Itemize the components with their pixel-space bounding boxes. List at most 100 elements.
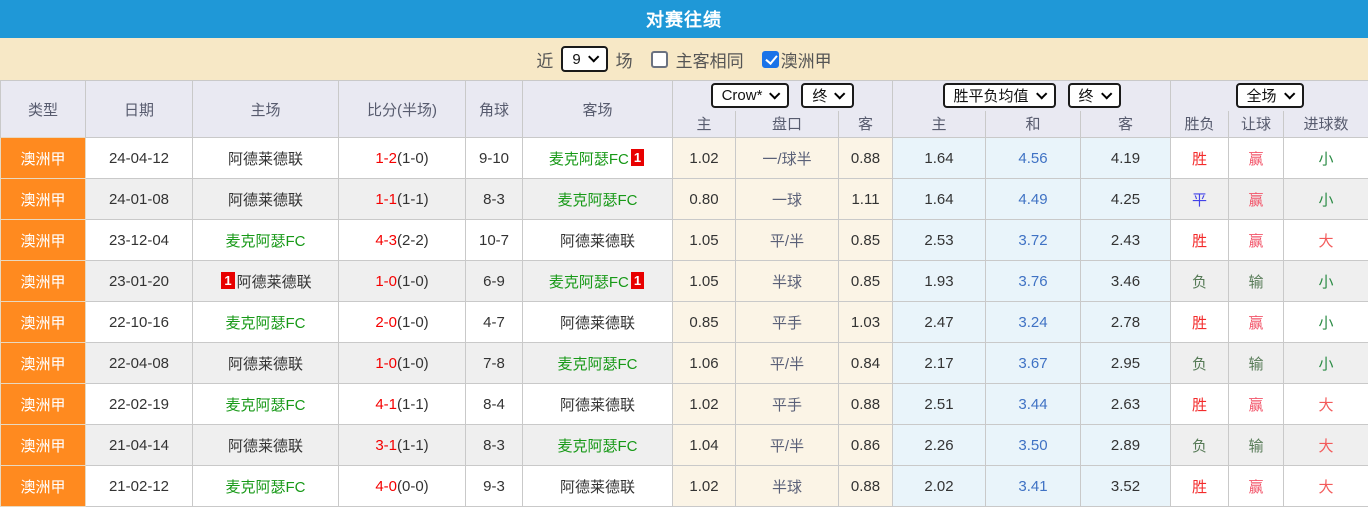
avg-stage-select[interactable]: 终 (1067, 83, 1121, 109)
odds-home-cell: 1.05 (672, 219, 736, 261)
handicap-result-cell: 赢 (1228, 301, 1285, 343)
avg-type-value: 胜平负均值 (953, 88, 1029, 106)
away-team-cell: 阿德莱德联 (522, 219, 673, 261)
score-fulltime: 4-1 (375, 395, 397, 413)
away-team-cell: 麦克阿瑟FC (522, 424, 673, 466)
outcome-cell: 胜 (1170, 137, 1230, 179)
sub-header-goals: 进球数 (1283, 110, 1368, 138)
handicap-result-cell: 赢 (1228, 178, 1285, 220)
home-team-cell: 麦克阿瑟FC (192, 465, 339, 507)
league-cell: 澳洲甲 (0, 219, 86, 261)
date-cell: 22-10-16 (85, 301, 193, 343)
score-fulltime: 3-1 (375, 436, 397, 454)
chevron-down-icon (834, 87, 846, 100)
away-team-cell: 麦克阿瑟FC 1 (522, 260, 673, 302)
handicap-result-cell: 输 (1228, 260, 1285, 302)
league-cell: 澳洲甲 (0, 137, 86, 179)
outcome-cell: 平 (1170, 178, 1230, 220)
match-row: 澳洲甲 24-01-08 阿德莱德联 1-1(1-1) 8-3 麦克阿瑟FC 0.80 一球 1… (0, 178, 1368, 220)
col-header-home: 主场 (192, 80, 339, 138)
away-team-name: 麦克阿瑟FC (557, 191, 638, 209)
home-team-name: 麦克阿瑟FC (225, 396, 306, 414)
away-team-name: 阿德莱德联 (559, 232, 635, 250)
avg-group-header: 胜平负均值 终 (892, 80, 1172, 111)
handicap-cell: 平手 (735, 383, 839, 425)
red-card-badge: 1 (630, 271, 645, 289)
league-filter-label: 澳洲甲 (780, 51, 832, 71)
goals-result-cell: 小 (1283, 137, 1368, 179)
avg-away-cell: 3.52 (1080, 465, 1172, 507)
avg-stage-value: 终 (1078, 88, 1094, 106)
away-team-cell: 麦克阿瑟FC 1 (522, 137, 673, 179)
scope-select[interactable]: 全场 (1235, 83, 1304, 109)
score-halftime: (1-1) (397, 395, 429, 413)
goals-result-cell: 大 (1283, 424, 1368, 466)
handicap-cell: 半球 (735, 465, 839, 507)
col-header-away: 客场 (522, 80, 673, 138)
filter-bar: 近 9 场 主客相同 澳洲甲 (0, 38, 1368, 80)
handicap-cell: 一/球半 (735, 137, 839, 179)
scope-value: 全场 (1246, 88, 1277, 106)
odds-stage-value: 终 (812, 88, 828, 106)
match-row: 澳洲甲 23-12-04 麦克阿瑟FC 4-3(2-2) 10-7 阿德莱德联 1.05 平/… (0, 219, 1368, 261)
odds-away-cell: 0.84 (837, 342, 894, 384)
league-filter-checkbox[interactable] (761, 50, 779, 68)
home-team-name: 阿德莱德联 (236, 273, 312, 291)
odds-stage-select[interactable]: 终 (801, 83, 855, 109)
avg-home-cell: 2.17 (892, 342, 987, 384)
outcome-cell: 胜 (1170, 465, 1230, 507)
goals-result-cell: 小 (1283, 260, 1368, 302)
same-venue-checkbox[interactable] (650, 50, 668, 68)
handicap-result-cell: 输 (1228, 424, 1285, 466)
handicap-cell: 平手 (735, 301, 839, 343)
away-team-name: 阿德莱德联 (559, 478, 635, 496)
odds-company-select[interactable]: Crow* (710, 83, 790, 109)
date-cell: 23-01-20 (85, 260, 193, 302)
outcome-cell: 胜 (1170, 383, 1230, 425)
h2h-table-body: 澳洲甲 24-04-12 阿德莱德联 1-2(1-0) 9-10 麦克阿瑟FC 1 1.02 一… (0, 137, 1368, 507)
avg-draw-cell: 4.49 (985, 178, 1082, 220)
home-team-cell: 麦克阿瑟FC (192, 301, 339, 343)
col-header-corners: 角球 (465, 80, 523, 138)
avg-draw-cell: 3.67 (985, 342, 1082, 384)
avg-draw-cell: 3.76 (985, 260, 1082, 302)
away-team-name: 阿德莱德联 (559, 314, 635, 332)
corners-cell: 9-10 (465, 137, 523, 179)
games-label: 场 (615, 51, 633, 71)
league-cell: 澳洲甲 (0, 260, 86, 302)
match-row: 澳洲甲 24-04-12 阿德莱德联 1-2(1-0) 9-10 麦克阿瑟FC 1 1.02 一… (0, 137, 1368, 179)
corners-cell: 6-9 (465, 260, 523, 302)
odds-group-header: Crow* 终 (671, 80, 894, 111)
chevron-down-icon (1283, 87, 1295, 100)
odds-away-cell: 0.86 (837, 424, 894, 466)
score-fulltime: 2-0 (375, 313, 397, 331)
goals-result-cell: 小 (1283, 178, 1368, 220)
home-team-name: 麦克阿瑟FC (225, 478, 306, 496)
avg-draw-cell: 3.24 (985, 301, 1082, 343)
recent-count-select[interactable]: 9 (561, 46, 608, 72)
away-team-cell: 阿德莱德联 (522, 383, 673, 425)
score-cell: 4-1(1-1) (338, 383, 466, 425)
outcome-cell: 负 (1170, 260, 1230, 302)
score-cell: 1-1(1-1) (338, 178, 466, 220)
goals-result-cell: 小 (1283, 301, 1368, 343)
odds-home-cell: 1.05 (672, 260, 736, 302)
home-team-cell: 麦克阿瑟FC (192, 219, 339, 261)
league-cell: 澳洲甲 (0, 178, 86, 220)
score-cell: 1-0(1-0) (338, 260, 466, 302)
sub-header-avg-draw: 和 (985, 110, 1082, 138)
score-halftime: (1-0) (397, 272, 429, 290)
score-fulltime: 1-2 (375, 149, 397, 167)
avg-home-cell: 1.93 (892, 260, 987, 302)
chevron-down-icon (1035, 87, 1047, 100)
score-fulltime: 1-0 (375, 354, 397, 372)
sub-header-odds-away: 客 (837, 110, 894, 138)
league-cell: 澳洲甲 (0, 383, 86, 425)
date-cell: 21-04-14 (85, 424, 193, 466)
corners-cell: 9-3 (465, 465, 523, 507)
score-cell: 4-3(2-2) (338, 219, 466, 261)
home-team-cell: 阿德莱德联 (192, 178, 339, 220)
odds-home-cell: 1.02 (672, 383, 736, 425)
home-team-name: 阿德莱德联 (227, 191, 303, 209)
avg-type-select[interactable]: 胜平负均值 (942, 83, 1056, 109)
